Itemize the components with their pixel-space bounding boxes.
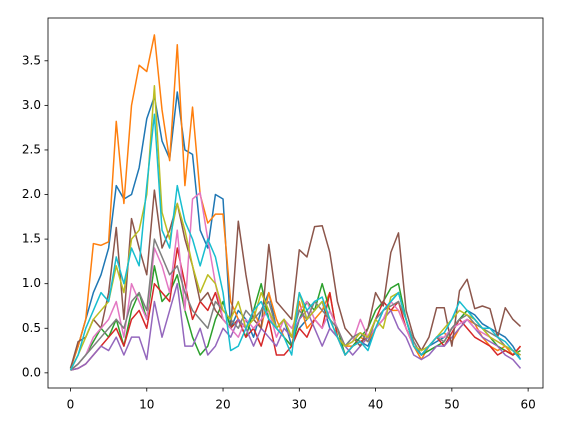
line (70, 238, 521, 371)
y-tick-label: 2.5 (22, 142, 41, 156)
y-tick-label: 3.5 (22, 53, 41, 67)
x-tick-label: 40 (368, 398, 383, 412)
y-tick-label: 1.5 (22, 232, 41, 246)
line (69, 113, 522, 371)
x-tick-label: 30 (292, 398, 307, 412)
y-tick-label: 1.0 (22, 276, 41, 290)
x-tick-label: 50 (444, 398, 459, 412)
x-tick-label: 0 (67, 398, 75, 412)
y-tick-label: 0.5 (22, 321, 41, 335)
y-tick-label: 0.0 (22, 365, 41, 379)
line (69, 189, 522, 369)
y-tick-label: 3.0 (22, 98, 41, 112)
line (70, 247, 522, 371)
x-tick-label: 10 (139, 398, 154, 412)
axes-frame (47, 17, 544, 389)
y-tick-label: 2.0 (22, 187, 41, 201)
x-tick-label: 20 (215, 398, 230, 412)
x-tick-label: 60 (520, 398, 535, 412)
